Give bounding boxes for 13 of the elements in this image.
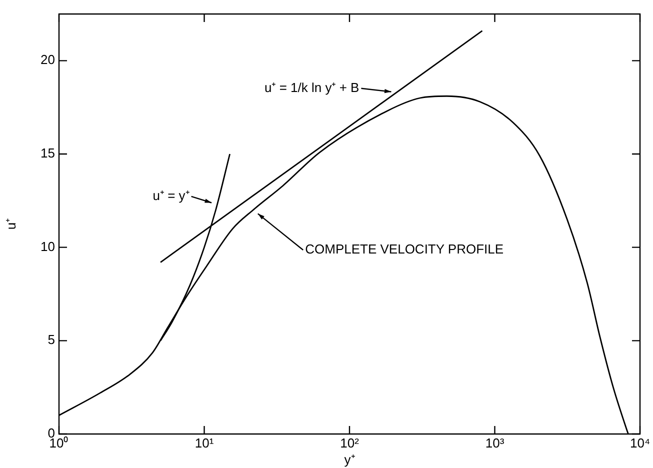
y-tick-label: 20 — [40, 52, 55, 68]
y-axis-title: u⁺ — [3, 218, 18, 230]
y-tick-label: 10 — [40, 238, 55, 254]
x-tick-label: 10³ — [485, 435, 505, 450]
x-tick-label: 10⁴ — [630, 435, 650, 450]
y-tick-label: 5 — [48, 332, 55, 348]
annotation: u⁺ = y⁺ — [152, 188, 190, 203]
x-tick-label: 10² — [340, 435, 360, 450]
annotation: u⁺ = 1/k ln y⁺ + B — [264, 80, 360, 95]
x-tick-label: 10¹ — [194, 435, 214, 450]
x-axis-title: y⁺ — [344, 452, 355, 467]
annotation: COMPLETE VELOCITY PROFILE — [305, 242, 504, 257]
y-tick-label: 15 — [40, 146, 55, 161]
